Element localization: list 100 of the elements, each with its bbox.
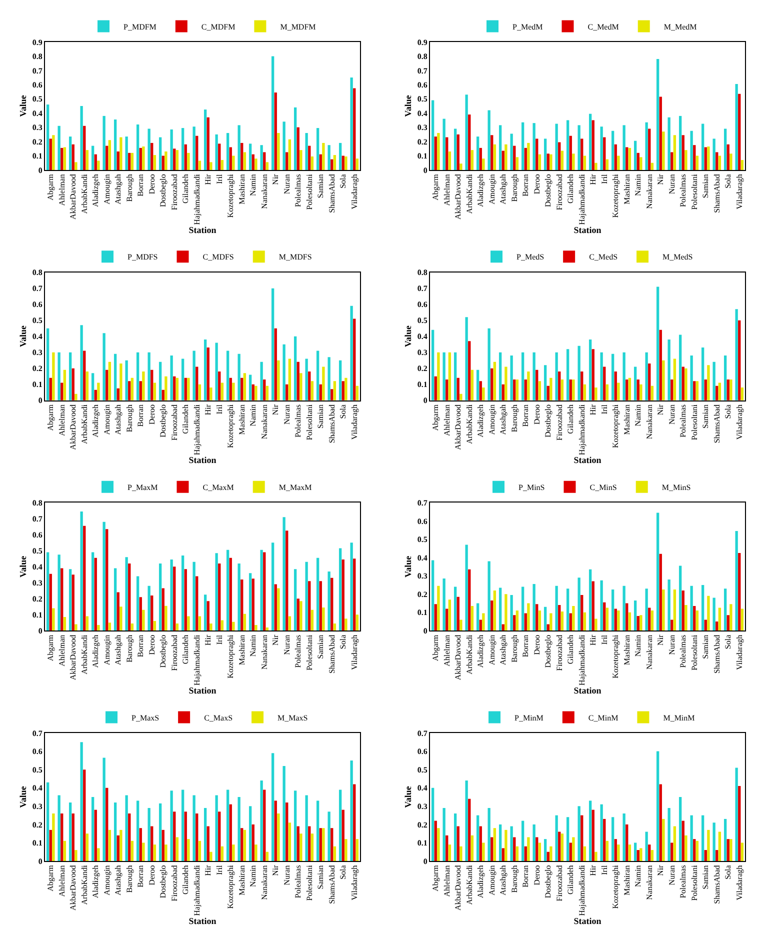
bar	[431, 560, 434, 631]
bar	[546, 852, 550, 861]
y-tick-label: 0.1	[32, 152, 42, 161]
x-tick-label: Nuran	[667, 404, 676, 425]
bar	[614, 372, 617, 400]
bar	[102, 758, 106, 861]
bar	[740, 388, 744, 400]
bar	[690, 815, 693, 861]
x-tick-label: Polealmas	[294, 404, 303, 438]
x-tick-label: Aladizgeh	[476, 634, 486, 668]
x-tick-label: Hir	[204, 174, 213, 185]
bar	[316, 800, 320, 861]
y-tick-label: 0.1	[32, 610, 42, 620]
bar	[204, 110, 207, 170]
bar	[460, 394, 462, 400]
bar	[572, 154, 575, 170]
bar	[330, 389, 334, 400]
x-tick-label: ShamsAbad	[327, 634, 336, 674]
y-tick-label: 0.7	[417, 284, 428, 294]
legend-label: C_MaxS	[204, 713, 233, 722]
bar	[670, 620, 674, 631]
bar	[704, 620, 707, 631]
y-axis-title: Value	[18, 325, 28, 348]
bar	[707, 365, 710, 400]
bar	[274, 800, 277, 861]
x-tick-label: Kozetopraghi	[226, 634, 236, 678]
x-tick-label: Dostbeglo	[544, 174, 553, 208]
x-tick-label: Abgarm	[46, 404, 56, 431]
bar	[684, 605, 688, 631]
bar	[673, 826, 676, 861]
bar	[498, 824, 502, 861]
bar	[94, 390, 97, 400]
x-tick-label: Sola	[338, 634, 348, 650]
bar	[328, 812, 330, 861]
bar	[83, 350, 86, 400]
bar	[130, 378, 134, 400]
x-tick-label: Viladaragh	[350, 865, 359, 900]
x-tick-label: Firoozabad	[554, 865, 564, 902]
bar	[716, 850, 718, 861]
bar	[350, 78, 353, 170]
y-tick-label: 0.6	[417, 300, 428, 310]
bar	[316, 350, 320, 400]
bar	[645, 122, 648, 170]
bar	[215, 795, 218, 861]
bar	[226, 790, 230, 861]
y-tick-label: 0.1	[417, 838, 428, 848]
bar	[80, 511, 83, 631]
bar	[91, 797, 94, 861]
x-tick-label: Hir	[588, 404, 598, 416]
bar	[510, 595, 513, 631]
bar	[130, 152, 134, 170]
bar	[240, 579, 244, 631]
x-tick-label: Viladaragh	[734, 404, 744, 440]
x-tick-label: Aladizgeh	[91, 174, 100, 208]
x-axis-title: Station	[574, 224, 602, 235]
bar	[173, 812, 176, 861]
bar	[254, 625, 258, 631]
bar	[158, 563, 162, 631]
bar	[192, 562, 196, 631]
bar	[139, 828, 142, 861]
x-tick-label: Kozetopraghi	[226, 864, 236, 909]
x-tick-label: Abgarm	[46, 173, 56, 200]
bar	[60, 382, 64, 400]
bar	[108, 830, 112, 861]
x-tick-label: Ahlelman	[442, 174, 452, 206]
bar	[206, 348, 210, 400]
bar	[83, 526, 86, 631]
bar	[198, 384, 202, 400]
bar	[712, 362, 716, 400]
bar	[670, 380, 674, 400]
bar	[488, 328, 490, 400]
x-tick-label: Amougin	[102, 865, 112, 896]
bar	[342, 156, 344, 170]
bar	[338, 790, 342, 861]
bar	[232, 382, 235, 400]
bar	[215, 342, 218, 400]
bar	[580, 815, 584, 861]
bar	[49, 830, 52, 861]
x-tick-label: Firoozabad	[554, 634, 564, 671]
bar	[454, 813, 457, 861]
bar	[524, 846, 527, 861]
bar	[300, 150, 302, 170]
bar	[294, 107, 297, 170]
bar	[148, 352, 150, 400]
bar	[550, 378, 552, 400]
x-tick-label: Polesoltani	[690, 634, 699, 670]
bar	[617, 610, 620, 631]
bar	[578, 346, 580, 400]
bar	[701, 124, 704, 170]
bar	[668, 117, 670, 170]
bar	[91, 146, 94, 170]
bar	[263, 790, 266, 861]
y-axis-title: Value	[18, 556, 28, 578]
legend-label: M_MaxM	[278, 483, 312, 492]
bar	[656, 286, 660, 400]
bar	[86, 372, 89, 400]
bar	[532, 824, 536, 861]
bar	[662, 132, 665, 170]
x-tick-label: Samian	[316, 174, 326, 198]
bar	[116, 151, 120, 170]
